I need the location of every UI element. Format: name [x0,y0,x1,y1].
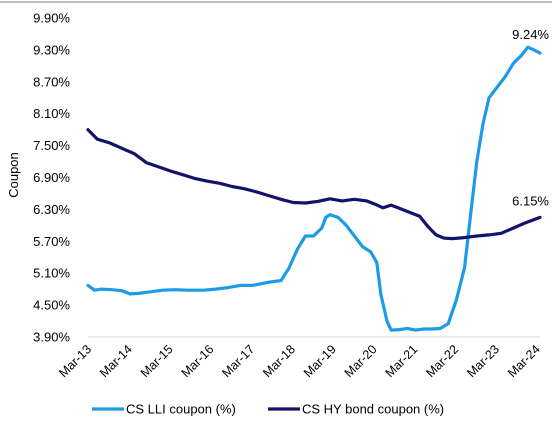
y-tick-label: 6.90% [33,170,70,185]
x-tick-label: Mar-17 [219,342,257,380]
x-tick-label: Mar-18 [260,342,298,380]
end-label-hy: 6.15% [512,193,549,208]
y-axis-ticks: 3.90% 4.50% 5.10% 5.70% 6.30% 6.90% 7.50% 8.10%… [33,11,70,345]
x-tick-label: Mar-21 [383,342,421,380]
y-tick-label: 8.10% [33,106,70,121]
series-layer [86,45,542,332]
x-tick-label: Mar-16 [179,342,217,380]
series-line-lli [86,45,542,332]
legend: CS LLI coupon (%) CS HY bond coupon (%) [92,402,444,417]
x-tick-label: Mar-19 [301,342,339,380]
legend-label-lli: CS LLI coupon (%) [126,402,236,417]
x-tick-label: Mar-13 [56,342,94,380]
y-tick-label: 9.90% [33,11,70,26]
y-tick-label: 6.30% [33,202,70,217]
y-tick-label: 7.50% [33,138,70,153]
y-tick-label: 9.30% [33,42,70,57]
y-tick-label: 8.70% [33,74,70,89]
y-axis-title: Coupon [6,152,21,198]
x-tick-label: Mar-15 [138,342,176,380]
end-label-lli: 9.24% [512,27,549,42]
x-tick-label: Mar-24 [505,342,543,380]
x-tick-label: Mar-14 [97,342,135,380]
x-tick-label: Mar-23 [464,342,502,380]
legend-label-hy: CS HY bond coupon (%) [302,402,444,417]
end-labels: 9.24% 6.15% [512,27,549,208]
y-tick-label: 5.70% [33,234,70,249]
x-tick-label: Mar-22 [423,342,461,380]
y-tick-label: 5.10% [33,266,70,281]
series-line-hy [86,128,542,241]
x-tick-label: Mar-20 [342,342,380,380]
x-axis-ticks: Mar-13 Mar-14 Mar-15 Mar-16 Mar-17 Mar-18 Mar-… [56,342,543,380]
y-tick-label: 3.90% [33,330,70,345]
y-tick-label: 4.50% [33,298,70,313]
